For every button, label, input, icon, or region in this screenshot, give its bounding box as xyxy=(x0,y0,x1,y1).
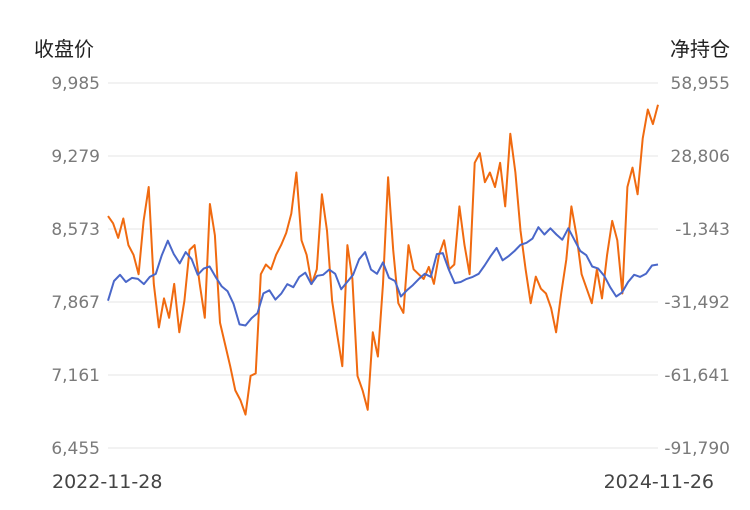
left-tick-label: 8,573 xyxy=(51,220,100,240)
x-end-date: 2024-11-26 xyxy=(604,471,714,493)
series-line-closing-price xyxy=(107,226,659,327)
left-tick-label: 9,279 xyxy=(51,147,100,167)
right-axis-title: 净持仓 xyxy=(670,37,730,61)
left-axis-title: 收盘价 xyxy=(34,37,94,61)
left-axis-ticks: 9,985 9,279 8,573 7,867 7,161 6,455 xyxy=(51,74,100,459)
x-start-date: 2022-11-28 xyxy=(52,471,162,493)
grid-lines xyxy=(108,82,658,449)
right-tick-label: -1,343 xyxy=(675,220,730,240)
right-tick-label: 58,955 xyxy=(671,74,730,94)
right-tick-label: 28,806 xyxy=(671,147,730,167)
left-tick-label: 6,455 xyxy=(51,439,100,459)
left-tick-label: 7,161 xyxy=(51,366,100,386)
right-tick-label: -31,492 xyxy=(664,293,730,313)
left-tick-label: 7,867 xyxy=(51,293,100,313)
right-tick-label: -61,641 xyxy=(664,366,730,386)
right-axis-ticks: 58,955 28,806 -1,343 -31,492 -61,641 -91,790 xyxy=(664,74,730,459)
left-tick-label: 9,985 xyxy=(51,74,100,94)
right-tick-label: -91,790 xyxy=(664,439,730,459)
series-line-net-position xyxy=(107,104,659,416)
series-layer xyxy=(107,104,659,416)
